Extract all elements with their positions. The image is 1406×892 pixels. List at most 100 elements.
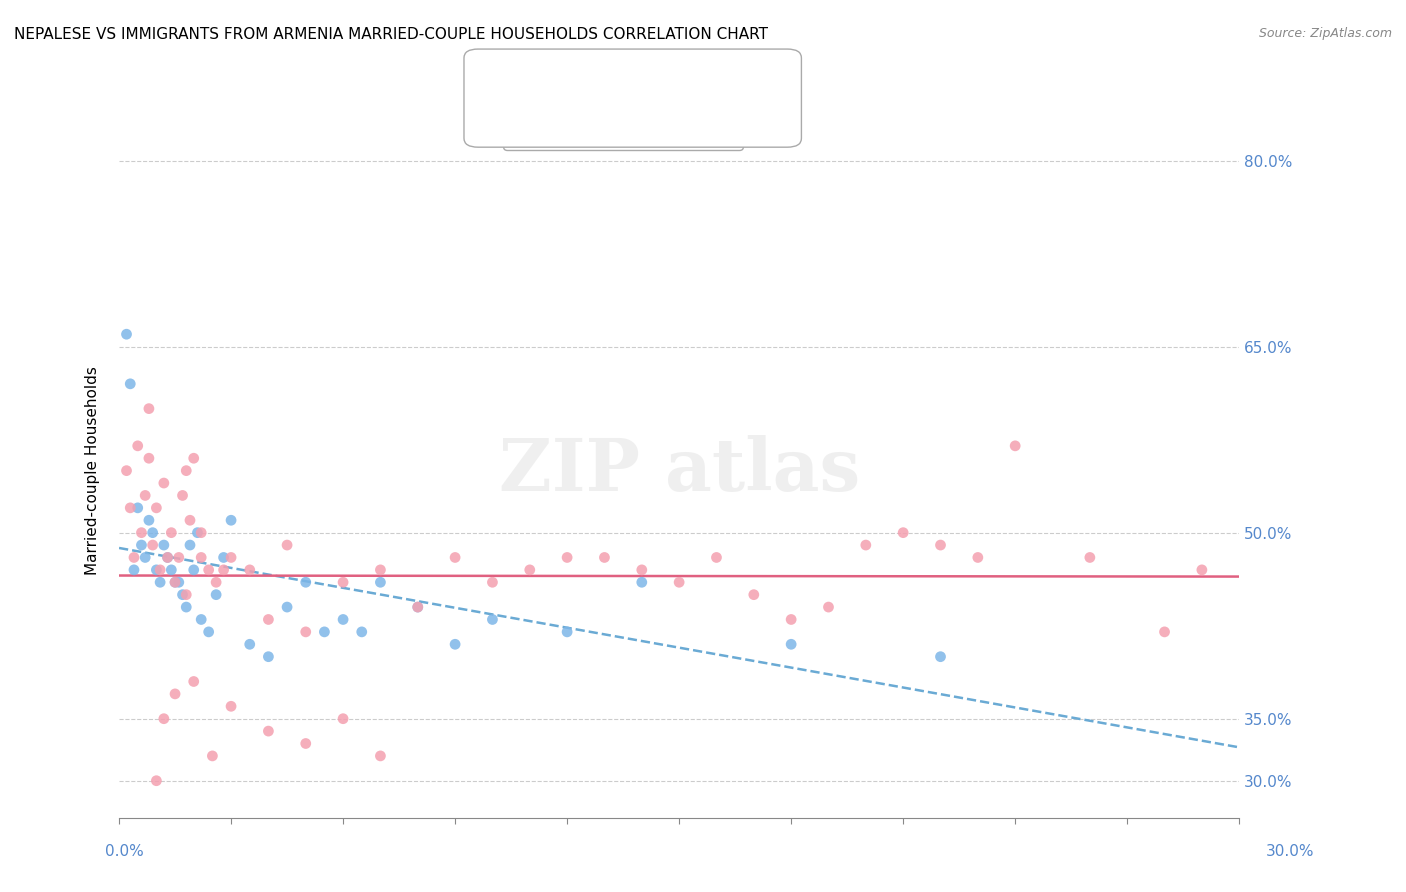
- Point: [370, 563, 392, 577]
- Point: [1191, 563, 1213, 577]
- Point: [219, 513, 242, 527]
- Point: [115, 327, 138, 342]
- Point: [294, 624, 316, 639]
- Point: [127, 500, 149, 515]
- Point: [165, 575, 187, 590]
- Point: [966, 550, 988, 565]
- Point: [481, 612, 503, 626]
- Legend: R = -0.126   N = 40, R = 0.005   N = 63: R = -0.126 N = 40, R = 0.005 N = 63: [503, 77, 744, 150]
- Point: [183, 451, 205, 466]
- Point: [555, 624, 578, 639]
- Point: [593, 550, 616, 565]
- Point: [179, 538, 201, 552]
- Point: [183, 674, 205, 689]
- Point: [332, 712, 354, 726]
- Point: [131, 538, 153, 552]
- Point: [179, 513, 201, 527]
- Point: [174, 600, 197, 615]
- Point: [172, 488, 194, 502]
- Point: [370, 575, 392, 590]
- Point: [183, 563, 205, 577]
- Point: [134, 488, 156, 502]
- Point: [174, 464, 197, 478]
- Point: [350, 624, 373, 639]
- Point: [212, 550, 235, 565]
- Point: [167, 550, 190, 565]
- Point: [153, 712, 176, 726]
- Text: 30.0%: 30.0%: [1267, 845, 1315, 859]
- Point: [120, 500, 142, 515]
- Point: [160, 563, 183, 577]
- Point: [138, 451, 160, 466]
- Point: [167, 575, 190, 590]
- Point: [127, 439, 149, 453]
- Point: [197, 624, 219, 639]
- Point: [205, 575, 228, 590]
- Point: [668, 575, 690, 590]
- Point: [742, 588, 765, 602]
- Point: [122, 563, 145, 577]
- Text: NEPALESE VS IMMIGRANTS FROM ARMENIA MARRIED-COUPLE HOUSEHOLDS CORRELATION CHART: NEPALESE VS IMMIGRANTS FROM ARMENIA MARR…: [14, 27, 768, 42]
- Text: Source: ZipAtlas.com: Source: ZipAtlas.com: [1258, 27, 1392, 40]
- Point: [257, 612, 280, 626]
- Point: [201, 748, 224, 763]
- Point: [314, 624, 336, 639]
- Point: [190, 525, 212, 540]
- Point: [165, 687, 187, 701]
- Point: [257, 649, 280, 664]
- Point: [115, 464, 138, 478]
- Point: [186, 525, 208, 540]
- Point: [630, 563, 652, 577]
- Point: [370, 748, 392, 763]
- Point: [197, 563, 219, 577]
- Point: [153, 476, 176, 491]
- Point: [929, 649, 952, 664]
- Point: [138, 513, 160, 527]
- Point: [630, 575, 652, 590]
- Point: [481, 575, 503, 590]
- Point: [134, 550, 156, 565]
- Point: [706, 550, 728, 565]
- Point: [145, 500, 167, 515]
- Point: [149, 563, 172, 577]
- Point: [1004, 439, 1026, 453]
- Point: [1078, 550, 1101, 565]
- Point: [219, 699, 242, 714]
- Point: [276, 600, 298, 615]
- Text: ZIP atlas: ZIP atlas: [499, 435, 859, 506]
- Point: [257, 724, 280, 739]
- Point: [519, 563, 541, 577]
- Point: [444, 550, 467, 565]
- Point: [145, 773, 167, 788]
- Point: [153, 538, 176, 552]
- Point: [239, 563, 262, 577]
- Point: [160, 525, 183, 540]
- Point: [156, 550, 179, 565]
- Text: 0.0%: 0.0%: [105, 845, 145, 859]
- Point: [855, 538, 877, 552]
- Point: [172, 588, 194, 602]
- Point: [149, 575, 172, 590]
- Point: [190, 612, 212, 626]
- Point: [174, 588, 197, 602]
- Point: [780, 612, 803, 626]
- Point: [294, 575, 316, 590]
- Point: [156, 550, 179, 565]
- Point: [205, 588, 228, 602]
- Point: [1153, 624, 1175, 639]
- Point: [780, 637, 803, 651]
- Point: [406, 600, 429, 615]
- Point: [219, 550, 242, 565]
- Point: [122, 550, 145, 565]
- Point: [294, 737, 316, 751]
- Point: [190, 550, 212, 565]
- Point: [332, 575, 354, 590]
- Point: [239, 637, 262, 651]
- Point: [406, 600, 429, 615]
- Point: [817, 600, 839, 615]
- Point: [891, 525, 914, 540]
- Point: [444, 637, 467, 651]
- Point: [165, 575, 187, 590]
- Point: [332, 612, 354, 626]
- Point: [929, 538, 952, 552]
